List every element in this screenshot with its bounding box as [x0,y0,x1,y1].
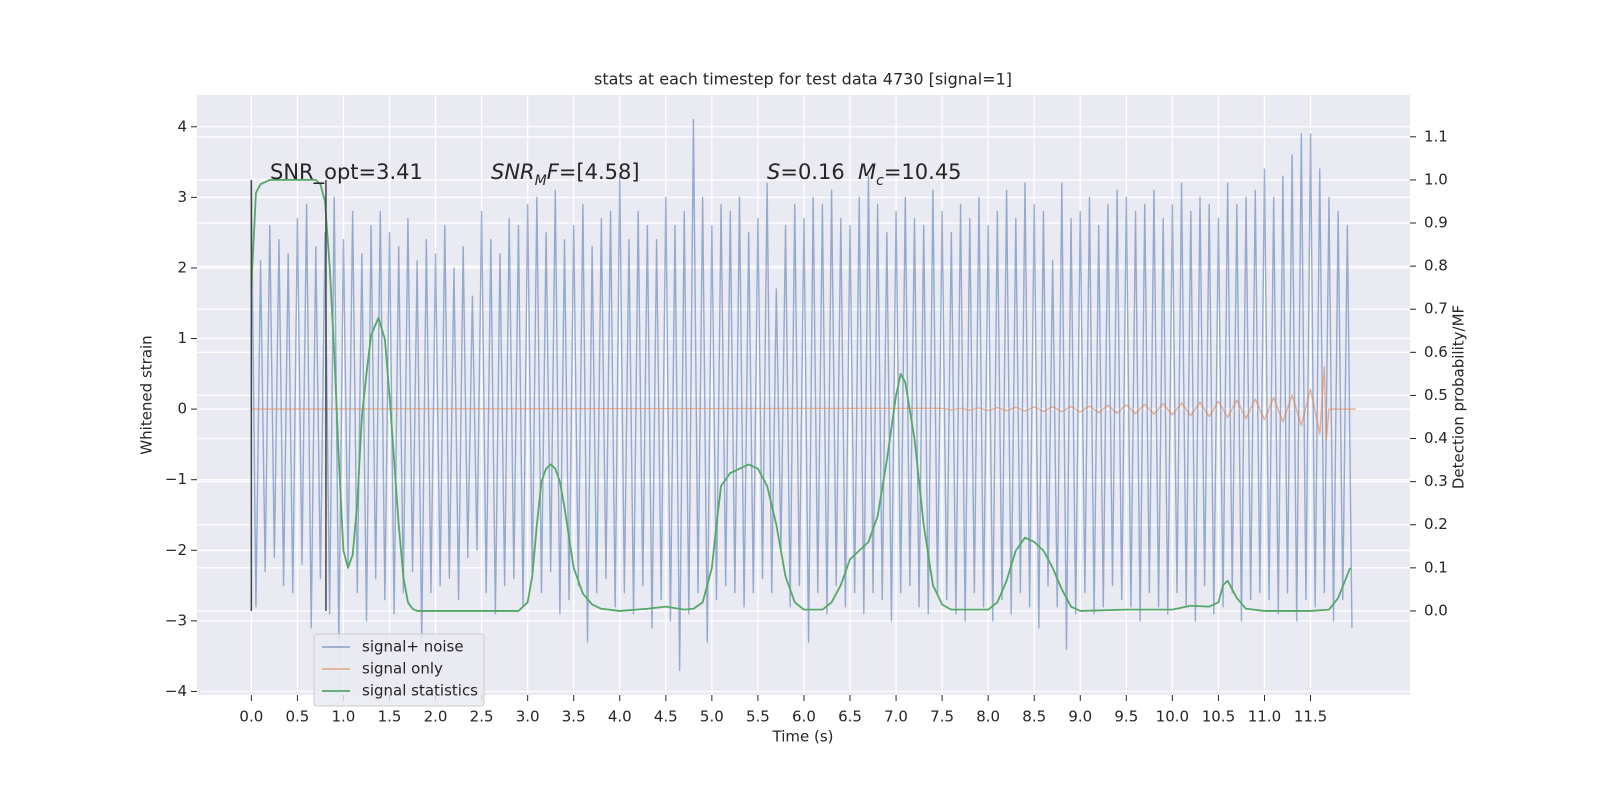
annotation-part: M [535,173,547,189]
x-tick-label: 11.0 [1248,708,1281,726]
x-tick-label: 9.5 [1114,708,1138,726]
x-tick-label: 10.0 [1156,708,1189,726]
series-line [250,179,1351,612]
annotation: SNRMF=[4.58] [491,160,640,189]
annotation: SNR_opt=3.41 [270,160,423,185]
x-tick-label: 9.0 [1068,708,1092,726]
x-tick-label: 2.0 [424,708,448,726]
x-tick-label: 5.5 [746,708,770,726]
annotations: SNR_opt=3.41 SNRMF=[4.58] S=0.16 Mc=10.45 [270,160,962,189]
x-tick-label: 8.5 [1022,708,1046,726]
x-tick-label: 7.5 [930,708,954,726]
x-axis-label: Time (s) [772,728,834,746]
y-tick-label: −1 [165,470,187,488]
x-tick-label: 8.0 [976,708,1000,726]
x-tick-label: 10.5 [1202,708,1235,726]
y2-tick-label: 0.1 [1424,558,1448,576]
plot-lines [250,119,1356,671]
annotation-part: SNR [491,160,535,184]
x-tick-label: 1.0 [332,708,356,726]
legend-label: signal statistics [362,682,478,700]
x-tick-label: 11.5 [1294,708,1327,726]
y2-tick-label: 0.5 [1424,386,1448,404]
x-tick-label: 0.0 [239,708,263,726]
y2-tick-label: 1.1 [1424,127,1448,145]
x-tick-label: 3.5 [562,708,586,726]
legend: signal+ noise signal only signal statistic… [313,633,485,707]
series-line [251,366,1356,442]
y-tick-label: 0 [177,400,187,418]
y2-tick-label: 0.2 [1424,515,1448,533]
annotation-part: =[4.58] [559,160,640,184]
annotation-part: =0.16 [780,160,844,184]
y2-axis-label: Detection probability/MF [1450,305,1468,489]
y-tick-label: 2 [177,258,187,276]
annotation: S=0.16 [767,160,845,184]
y-tick-label: −3 [165,611,187,629]
y-tick-label: 1 [177,329,187,347]
legend-label: signal only [362,660,443,678]
legend-label: signal+ noise [362,638,464,656]
y2-tick-label: 0.9 [1424,214,1448,232]
x-tick-label: 2.5 [470,708,494,726]
y2-tick-label: 0.4 [1424,429,1448,447]
x-tick-label: 4.0 [608,708,632,726]
x-tick-label: 3.0 [516,708,540,726]
y2-tick-label: 1.0 [1424,170,1448,188]
y2-tick-label: 0.8 [1424,257,1448,275]
y-tick-label: 3 [177,188,187,206]
y2-tick-label: 0.7 [1424,300,1448,318]
ticks: 0.0 0.5 1.0 1.5 2.0 2.5 3.0 3.5 4.0 4.5 5.0 5.5 6.0 6… [165,117,1448,725]
legend-box [313,633,485,707]
y2-tick-label: 0.3 [1424,472,1448,490]
y2-tick-label: 0.0 [1424,601,1448,619]
series-line [250,119,1353,671]
x-tick-label: 0.5 [285,708,309,726]
annotation-part: c [876,173,884,189]
chart-title: stats at each timestep for test data 473… [594,70,1012,89]
y-tick-label: −4 [165,682,187,700]
x-tick-label: 7.0 [884,708,908,726]
y-tick-label: −2 [165,541,187,559]
y-tick-label: 4 [177,117,187,135]
y2-tick-label: 0.6 [1424,343,1448,361]
x-tick-label: 1.5 [378,708,402,726]
annotation-part: =10.45 [884,160,962,184]
annotation-part: F [547,160,560,184]
x-tick-label: 6.5 [838,708,862,726]
annotation-part: SNR_opt=3.41 [270,160,423,185]
annotation-part: M [858,160,876,184]
x-tick-label: 6.0 [792,708,816,726]
annotation: Mc=10.45 [858,160,962,189]
y-axis-label: Whitened strain [138,335,156,454]
x-tick-label: 5.0 [700,708,724,726]
annotation-part: S [767,160,780,184]
x-tick-label: 4.5 [654,708,678,726]
